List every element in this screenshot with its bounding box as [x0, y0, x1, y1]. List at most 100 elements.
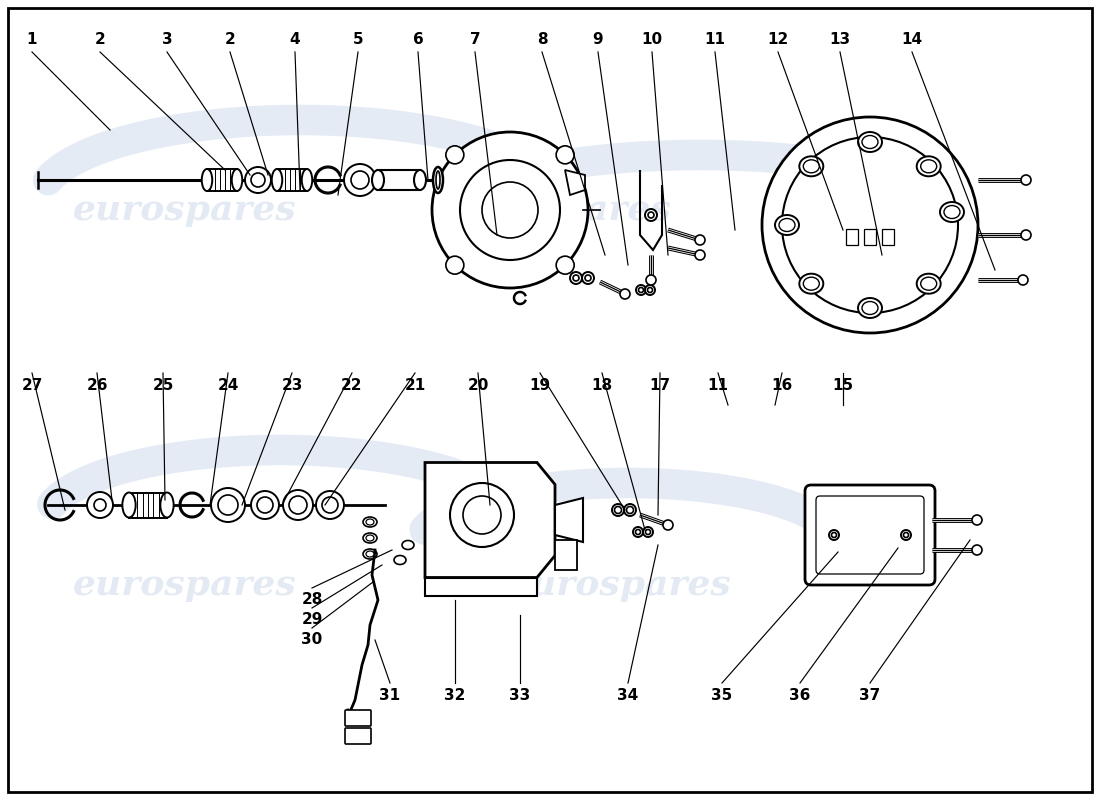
Circle shape [620, 289, 630, 299]
Ellipse shape [921, 160, 937, 173]
Ellipse shape [201, 169, 212, 191]
Circle shape [663, 520, 673, 530]
Ellipse shape [901, 530, 911, 540]
Text: 31: 31 [379, 687, 400, 702]
Polygon shape [556, 498, 583, 542]
Text: 28: 28 [301, 593, 322, 607]
Ellipse shape [272, 169, 283, 191]
Ellipse shape [94, 499, 106, 511]
Ellipse shape [612, 504, 624, 516]
Ellipse shape [829, 530, 839, 540]
Ellipse shape [316, 491, 344, 519]
FancyBboxPatch shape [805, 485, 935, 585]
Text: 33: 33 [509, 687, 530, 702]
Text: 18: 18 [592, 378, 613, 393]
Text: 37: 37 [859, 687, 881, 702]
Ellipse shape [615, 506, 622, 514]
Circle shape [1021, 175, 1031, 185]
Ellipse shape [289, 496, 307, 514]
Ellipse shape [645, 285, 654, 295]
Ellipse shape [394, 555, 406, 565]
Bar [129, 493, 167, 518]
Ellipse shape [645, 209, 657, 221]
Text: 14: 14 [901, 33, 923, 47]
Ellipse shape [646, 530, 650, 534]
Text: 9: 9 [593, 33, 603, 47]
Ellipse shape [638, 287, 644, 293]
Circle shape [482, 182, 538, 238]
Ellipse shape [363, 533, 377, 543]
Ellipse shape [251, 173, 265, 187]
Ellipse shape [624, 504, 636, 516]
Text: 1: 1 [26, 33, 37, 47]
Text: 13: 13 [829, 33, 850, 47]
Ellipse shape [366, 551, 374, 557]
Text: 27: 27 [21, 378, 43, 393]
Circle shape [972, 515, 982, 525]
Text: 10: 10 [641, 33, 662, 47]
Text: 6: 6 [412, 33, 424, 47]
Text: 11: 11 [704, 33, 726, 47]
Text: 34: 34 [617, 687, 639, 702]
Text: 22: 22 [341, 378, 363, 393]
Text: 16: 16 [771, 378, 793, 393]
Ellipse shape [632, 527, 644, 537]
Ellipse shape [363, 549, 377, 559]
Circle shape [972, 545, 982, 555]
FancyBboxPatch shape [816, 496, 924, 574]
Circle shape [1021, 230, 1031, 240]
Text: 25: 25 [152, 378, 174, 393]
Ellipse shape [257, 497, 273, 513]
Text: 26: 26 [86, 378, 108, 393]
Polygon shape [565, 170, 585, 195]
Text: 35: 35 [712, 687, 733, 702]
Circle shape [446, 256, 464, 274]
Ellipse shape [344, 164, 376, 196]
Ellipse shape [862, 302, 878, 314]
Ellipse shape [636, 285, 646, 295]
Text: 19: 19 [529, 378, 551, 393]
Text: 4: 4 [289, 33, 300, 47]
Ellipse shape [921, 277, 937, 290]
Ellipse shape [648, 287, 652, 293]
Ellipse shape [245, 167, 271, 193]
Bar [556, 540, 578, 570]
Ellipse shape [800, 156, 823, 176]
Ellipse shape [433, 167, 443, 193]
Ellipse shape [644, 527, 653, 537]
Text: eurospares: eurospares [73, 568, 297, 602]
Text: 12: 12 [768, 33, 789, 47]
Text: 17: 17 [649, 378, 671, 393]
Text: 20: 20 [468, 378, 488, 393]
Text: 7: 7 [470, 33, 481, 47]
FancyBboxPatch shape [345, 728, 371, 744]
Text: 30: 30 [301, 633, 322, 647]
Ellipse shape [351, 171, 369, 189]
Text: 23: 23 [282, 378, 303, 393]
Circle shape [762, 117, 978, 333]
Text: 32: 32 [444, 687, 465, 702]
Circle shape [463, 496, 500, 534]
FancyBboxPatch shape [345, 710, 371, 726]
Circle shape [695, 235, 705, 245]
Text: 29: 29 [301, 613, 322, 627]
Bar [864, 229, 876, 245]
Ellipse shape [161, 493, 174, 518]
Bar [882, 229, 894, 245]
Text: 2: 2 [95, 33, 106, 47]
Bar [277, 169, 307, 191]
Bar [207, 169, 236, 191]
Ellipse shape [776, 215, 799, 235]
Circle shape [695, 250, 705, 260]
Text: eurospares: eurospares [73, 193, 297, 227]
Ellipse shape [944, 206, 960, 218]
Circle shape [1018, 275, 1028, 285]
Circle shape [782, 137, 958, 313]
Polygon shape [425, 462, 556, 578]
Ellipse shape [648, 212, 654, 218]
Ellipse shape [122, 493, 135, 518]
Ellipse shape [779, 218, 795, 231]
Text: 21: 21 [405, 378, 426, 393]
Ellipse shape [940, 202, 964, 222]
Text: 8: 8 [537, 33, 548, 47]
